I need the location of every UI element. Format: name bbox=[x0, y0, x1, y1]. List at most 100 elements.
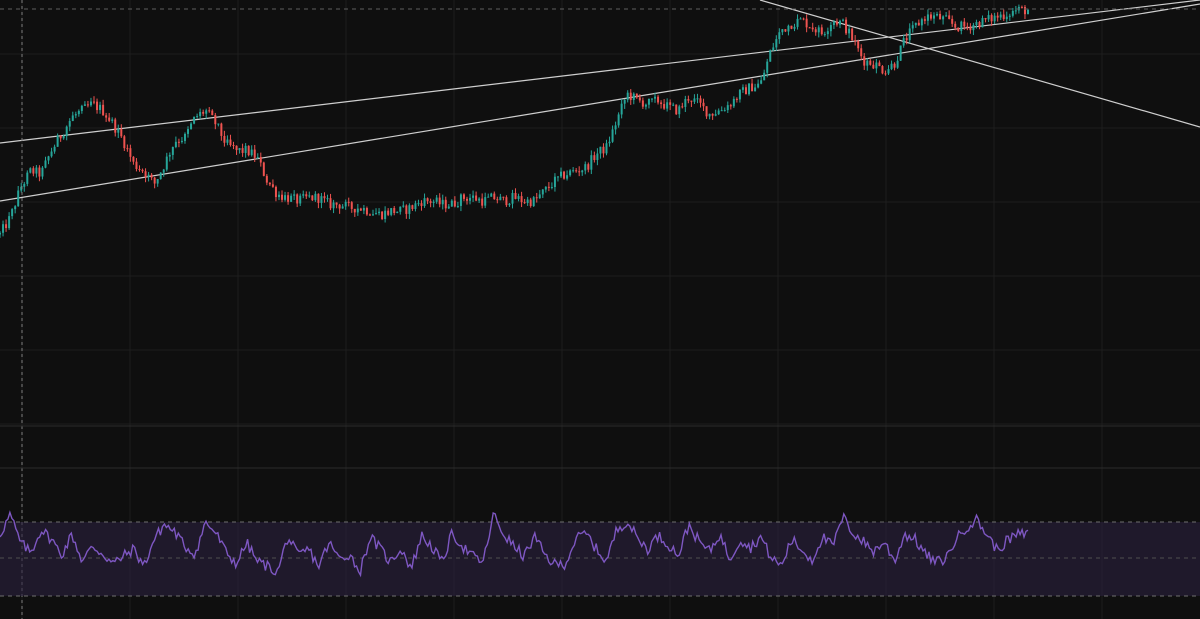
candle-body bbox=[180, 140, 183, 142]
candle-body bbox=[202, 111, 205, 114]
candle-body bbox=[8, 216, 11, 229]
candle-body bbox=[381, 211, 384, 220]
candle-body bbox=[259, 157, 262, 163]
candle-body bbox=[632, 93, 635, 101]
candle-body bbox=[347, 201, 350, 203]
candle-body bbox=[20, 186, 23, 191]
candle-body bbox=[241, 148, 244, 153]
candle-body bbox=[396, 211, 399, 214]
candle-body bbox=[553, 176, 556, 188]
candle-body bbox=[523, 202, 526, 204]
candle-body bbox=[317, 193, 320, 203]
candle-body bbox=[56, 135, 59, 147]
candle-body bbox=[162, 169, 165, 173]
candle-body bbox=[190, 123, 193, 130]
candle-body bbox=[832, 21, 835, 26]
candle-body bbox=[869, 60, 872, 65]
oscillator-line bbox=[0, 510, 1029, 578]
candle-body bbox=[26, 172, 29, 184]
candle-body bbox=[735, 98, 738, 100]
candle-body bbox=[799, 18, 802, 20]
candle-body bbox=[156, 179, 159, 184]
candle-body bbox=[199, 111, 202, 117]
candle-body bbox=[805, 18, 808, 28]
candle-body bbox=[593, 155, 596, 161]
candle-body bbox=[1011, 10, 1014, 16]
candle-body bbox=[493, 193, 496, 200]
candle-body bbox=[581, 170, 584, 173]
candle-body bbox=[250, 149, 253, 156]
candle-body bbox=[984, 17, 987, 20]
candle-body bbox=[450, 200, 453, 207]
candle-body bbox=[787, 25, 790, 32]
candle-body bbox=[229, 139, 232, 145]
candle-body bbox=[835, 21, 838, 25]
candle-body bbox=[814, 29, 817, 33]
candle-body bbox=[923, 19, 926, 21]
candle-body bbox=[641, 100, 644, 107]
candle-body bbox=[135, 161, 138, 170]
candle-body bbox=[590, 155, 593, 170]
candle-body bbox=[362, 208, 365, 211]
candle-body bbox=[623, 99, 626, 104]
candle-body bbox=[817, 27, 820, 33]
candle-body bbox=[666, 102, 669, 109]
candle-body bbox=[769, 50, 772, 62]
candle-body bbox=[105, 115, 108, 118]
candle-body bbox=[957, 27, 960, 31]
candle-body bbox=[611, 129, 614, 142]
candle-body bbox=[605, 143, 608, 154]
candle-body bbox=[399, 206, 402, 212]
candle-body bbox=[820, 27, 823, 35]
candle-body bbox=[453, 200, 456, 207]
candle-body bbox=[1023, 7, 1026, 15]
candle-body bbox=[114, 119, 117, 133]
candle-body bbox=[854, 40, 857, 42]
candle-body bbox=[845, 19, 848, 34]
oscillator-band bbox=[0, 522, 1200, 596]
candle-body bbox=[99, 104, 102, 111]
candle-body bbox=[726, 105, 729, 111]
candle-body bbox=[414, 203, 417, 209]
candle-body bbox=[284, 195, 287, 200]
candle-body bbox=[356, 208, 359, 213]
candle-body bbox=[426, 198, 429, 202]
candle-body bbox=[211, 110, 214, 116]
candle-body bbox=[311, 195, 314, 201]
candle-body bbox=[293, 194, 296, 196]
candle-body bbox=[174, 141, 177, 148]
candle-body bbox=[702, 102, 705, 107]
candle-body bbox=[893, 63, 896, 68]
candle-body bbox=[705, 106, 708, 117]
candle-body bbox=[784, 29, 787, 32]
candle-body bbox=[338, 204, 341, 209]
candle-body bbox=[323, 196, 326, 199]
candle-body bbox=[214, 115, 217, 125]
candle-body bbox=[393, 208, 396, 214]
candle-body bbox=[205, 110, 208, 114]
candle-body bbox=[939, 13, 942, 20]
candle-body bbox=[638, 97, 641, 101]
candle-body bbox=[544, 186, 547, 190]
candle-body bbox=[520, 196, 523, 203]
candle-body bbox=[359, 208, 362, 211]
candle-body bbox=[368, 214, 371, 216]
candle-body bbox=[93, 101, 96, 103]
candle-body bbox=[829, 25, 832, 32]
candle-body bbox=[741, 87, 744, 90]
candle-body bbox=[208, 110, 211, 112]
candle-body bbox=[89, 101, 92, 106]
candle-body bbox=[47, 156, 50, 161]
candle-body bbox=[890, 63, 893, 70]
candle-body bbox=[1027, 9, 1029, 15]
candle-body bbox=[238, 148, 241, 151]
candle-body bbox=[417, 203, 420, 205]
candle-body bbox=[438, 197, 441, 205]
candle-body bbox=[287, 195, 290, 202]
candle-body bbox=[38, 167, 41, 177]
candle-body bbox=[626, 92, 629, 100]
candle-body bbox=[384, 210, 387, 220]
candle-body bbox=[35, 167, 38, 174]
